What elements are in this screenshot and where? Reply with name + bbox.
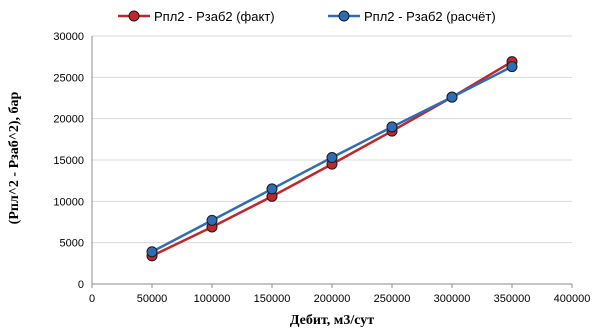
x-axis-title: Дебит, м3/сут <box>290 313 374 328</box>
x-tick-label: 150000 <box>254 293 291 305</box>
series-2-point <box>506 61 518 73</box>
y-tick-label: 10000 <box>53 196 84 208</box>
grid <box>92 35 572 244</box>
x-tick-label: 250000 <box>374 293 411 305</box>
legend-marker-2 <box>338 10 350 22</box>
legend: Рпл2 - Рзаб2 (факт) Рпл2 - Рзаб2 (расчёт) <box>118 9 496 24</box>
x-tick-label: 400000 <box>554 293 591 305</box>
series-2-point <box>386 121 398 133</box>
x-tick-label: 50000 <box>137 293 168 305</box>
y-tick-label: 25000 <box>53 72 84 84</box>
series-2-point <box>446 91 458 103</box>
legend-label-2: Рпл2 - Рзаб2 (расчёт) <box>364 9 496 24</box>
series-2-point <box>146 246 158 258</box>
y-tick-label: 30000 <box>53 31 84 43</box>
x-tick-label: 0 <box>89 293 95 305</box>
y-axis-title: (Рпл^2 - Рзаб^2), бар <box>7 91 22 224</box>
x-tick-label: 350000 <box>494 293 531 305</box>
legend-label-1: Рпл2 - Рзаб2 (факт) <box>154 9 275 24</box>
y-tick-label: 20000 <box>53 114 84 126</box>
legend-marker-1 <box>128 10 140 22</box>
y-tick-label: 15000 <box>53 155 84 167</box>
series-2-point <box>326 152 338 164</box>
series-2-point <box>266 183 278 195</box>
x-tick-label: 300000 <box>434 293 471 305</box>
x-tick-label: 200000 <box>314 293 351 305</box>
series-2-point <box>206 214 218 226</box>
y-tick-label: 0 <box>78 279 84 291</box>
y-tick-label: 5000 <box>60 238 84 250</box>
series <box>146 56 518 262</box>
x-tick-label: 100000 <box>194 293 231 305</box>
